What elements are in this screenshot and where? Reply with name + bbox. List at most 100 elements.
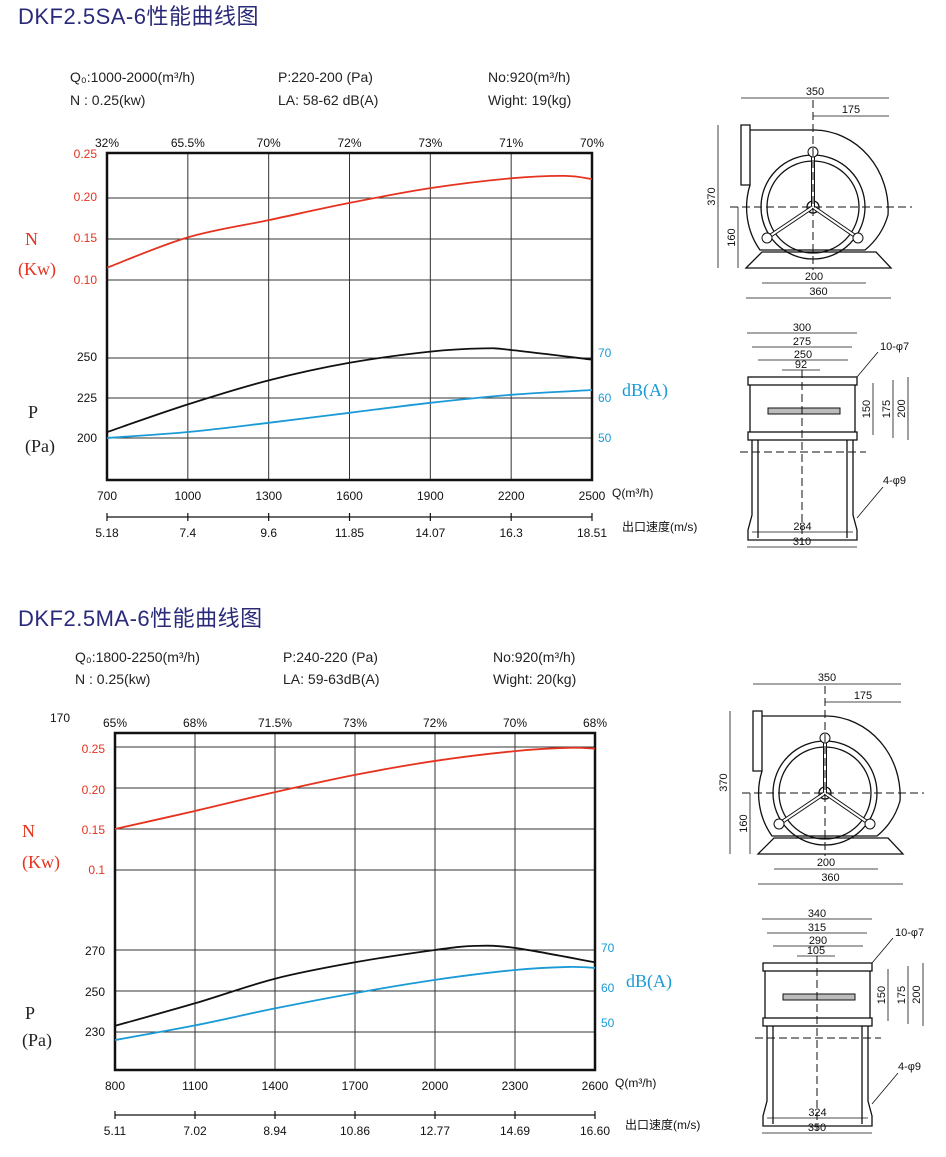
dimension-label: 150: [861, 400, 873, 418]
spec-q: Q₀:1000-2000(m³/h): [70, 69, 195, 85]
dimension-label: 105: [807, 945, 825, 957]
db-tick-label: 60: [601, 981, 615, 995]
velocity-tick-label: 12.77: [420, 1124, 450, 1138]
velocity-tick-label: 9.6: [260, 526, 277, 540]
n-tick-label: 0.10: [74, 273, 98, 287]
efficiency-label: 70%: [580, 136, 604, 150]
x-tick-label: 2500: [579, 489, 606, 503]
outlet-slot: [782, 993, 856, 1001]
velocity-axis-label: 出口速度(m/s): [622, 519, 697, 534]
dimension-label: 175: [896, 986, 908, 1004]
dimension-label: 160: [726, 228, 738, 246]
spec-p: P:240-220 (Pa): [283, 649, 378, 665]
dimension-label: 370: [718, 773, 730, 791]
dimension-label: 175: [842, 104, 860, 116]
efficiency-label: 65.5%: [171, 136, 205, 150]
spec-la: LA: 58-62 dB(A): [278, 92, 378, 108]
n-tick-label: 0.25: [74, 147, 98, 161]
dimension-label: 324: [808, 1107, 826, 1119]
n-tick-label: 0.25: [82, 742, 106, 756]
p-tick-label: 230: [85, 1025, 105, 1039]
dimension-label: 315: [808, 922, 826, 934]
dimension-label: 175: [854, 690, 872, 702]
spec-weight: Wight: 19(kg): [488, 92, 571, 108]
section-2: DKF2.5MA-6性能曲线图 Q₀:1800-2250(m³/h) P:240-2…: [18, 606, 924, 1138]
dimension-label: 200: [911, 985, 923, 1003]
p-axis-label: P: [25, 1003, 35, 1023]
spec-q: Q₀:1800-2250(m³/h): [75, 649, 200, 665]
bolt: [773, 818, 785, 830]
dimension-label: 290: [809, 935, 827, 947]
x-tick-label: 2600: [582, 1079, 609, 1093]
dimension-label: 340: [808, 908, 826, 920]
plot-frame: [105, 151, 594, 482]
x-tick-label: 2000: [422, 1079, 449, 1093]
velocity-axis-label: 出口速度(m/s): [625, 1117, 700, 1132]
n-axis-label: N: [25, 229, 38, 249]
efficiency-label: 70%: [257, 136, 281, 150]
n-tick-label: 0.20: [82, 783, 106, 797]
bolt: [761, 232, 773, 244]
spec-p: P:220-200 (Pa): [278, 69, 373, 85]
velocity-tick-label: 5.11: [104, 1124, 127, 1138]
velocity-tick-label: 8.94: [263, 1124, 287, 1138]
spec-weight: Wight: 20(kg): [493, 671, 576, 687]
holes-bottom-label: 4-φ9: [883, 475, 906, 487]
db-axis-label: dB(A): [626, 971, 672, 992]
n-axis-label: N: [22, 821, 35, 841]
leader-line: [871, 1072, 899, 1105]
pressure-curve: [114, 944, 596, 1027]
dimension-label: 250: [794, 349, 812, 361]
efficiency-label: 72%: [423, 716, 447, 730]
spec-la: LA: 59-63dB(A): [283, 671, 380, 687]
db-tick-label: 50: [601, 1016, 615, 1030]
n-tick-label: 0.1: [88, 863, 105, 877]
p-axis-label: P: [28, 402, 38, 422]
efficiency-label: 68%: [183, 716, 207, 730]
spoke-inner: [778, 792, 826, 825]
power-curve: [114, 746, 596, 830]
velocity-tick-label: 5.18: [95, 526, 119, 540]
noise-curve: [114, 965, 596, 1041]
dimension-label: 310: [793, 536, 811, 548]
p-tick-label: 250: [77, 350, 97, 364]
efficiency-label: 70%: [503, 716, 527, 730]
dimension-label: 200: [805, 271, 823, 283]
x-tick-label: 1000: [174, 489, 201, 503]
efficiency-label: 68%: [583, 716, 607, 730]
spoke-inner: [812, 206, 859, 239]
db-tick-label: 60: [598, 391, 612, 405]
n-tick-label: 0.20: [74, 190, 98, 204]
x-tick-label: 2200: [498, 489, 525, 503]
n-axis-unit: (Kw): [22, 852, 60, 873]
fan-side-view: 350 175 370 160 200 360: [718, 672, 924, 885]
leader-line: [871, 937, 894, 964]
velocity-tick-label: 7.02: [183, 1124, 207, 1138]
dimension-label: 370: [706, 187, 718, 205]
dimension-label: 350: [806, 86, 824, 98]
db-tick-label: 50: [598, 431, 612, 445]
dimension-label: 200: [896, 399, 908, 417]
x-tick-label: 1300: [255, 489, 282, 503]
x-tick-label: 700: [97, 489, 117, 503]
spoke-inner: [824, 792, 871, 825]
p-tick-label: 225: [77, 391, 97, 405]
p-axis-unit: (Pa): [25, 436, 55, 457]
dimension-label: 360: [809, 286, 827, 298]
spec-n: N : 0.25(kw): [75, 671, 150, 687]
chart: 700 32% 5.18 1000 65.5% 7.4 1300 70% 9.6 1600 72% 1…: [18, 136, 697, 540]
p-axis-unit: (Pa): [22, 1030, 52, 1051]
spec-no: No:920(m³/h): [488, 69, 570, 85]
spec-no: No:920(m³/h): [493, 649, 575, 665]
dimension-label: 160: [738, 814, 750, 832]
dimension-label: 275: [793, 336, 811, 348]
db-tick-label: 70: [601, 941, 615, 955]
section-1: DKF2.5SA-6性能曲线图 Q₀:1000-2000(m³/h) P:220-2…: [18, 4, 912, 548]
x-tick-label: 1400: [262, 1079, 289, 1093]
base: [756, 837, 905, 855]
n-tick-label: 0.15: [74, 231, 98, 245]
efficiency-label: 65%: [103, 716, 127, 730]
